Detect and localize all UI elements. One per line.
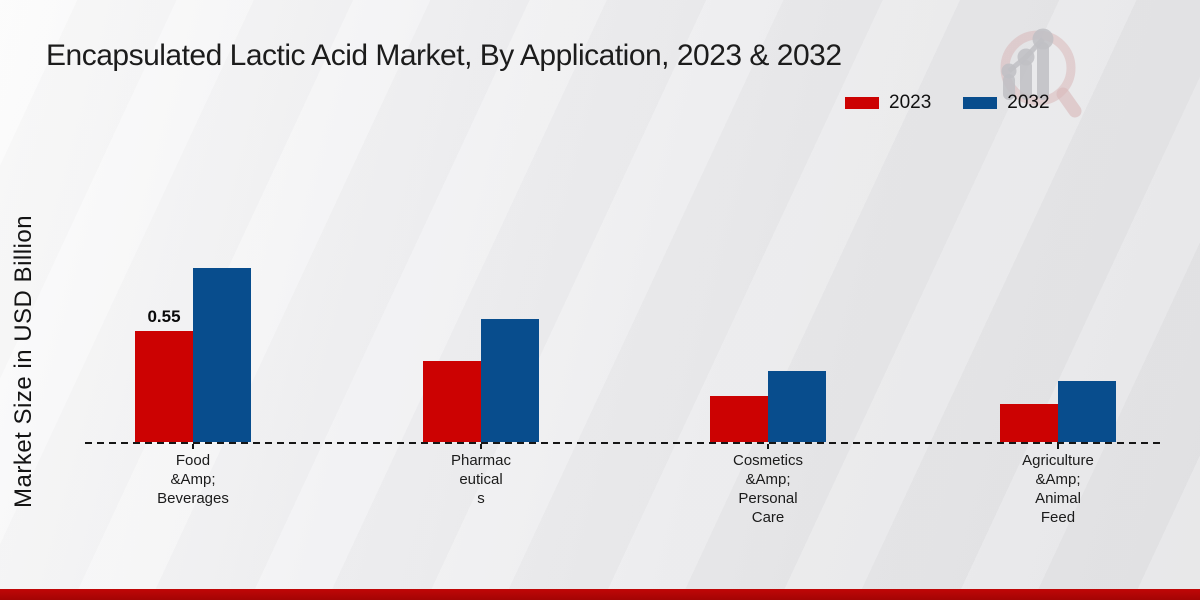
magnifier-handle-icon — [1056, 87, 1082, 118]
x-axis-baseline — [85, 442, 1165, 444]
legend: 2023 2032 — [845, 92, 1050, 114]
x-axis-tick-2 — [767, 444, 769, 449]
x-axis-tick-3 — [1057, 444, 1059, 449]
legend-label-2032: 2032 — [1007, 92, 1050, 113]
legend-swatch-2032 — [963, 97, 998, 109]
category-label-2: Cosmetics &Amp; Personal Care — [732, 452, 803, 526]
bar-2032-2 — [768, 371, 826, 442]
x-axis-tick-0 — [192, 444, 194, 449]
bar-2023-2 — [710, 396, 768, 442]
growth-bars-icon — [1001, 28, 1054, 100]
legend-label-2023: 2023 — [889, 92, 932, 113]
legend-item-2023: 2023 — [845, 92, 931, 114]
chart-title: Encapsulated Lactic Acid Market, By Appl… — [46, 39, 842, 72]
bar-2032-3 — [1058, 381, 1116, 442]
bar-value-label: 0.55 — [147, 307, 181, 326]
bar-2023-0 — [135, 331, 193, 442]
category-label-0: Food &Amp; Beverages — [157, 452, 229, 507]
bar-2032-0 — [193, 268, 251, 442]
category-label-1: Pharmac eutical s — [450, 452, 512, 507]
footer-red-stripe — [0, 589, 1200, 600]
magnifying-glass-growth-bars-logo — [1000, 28, 1082, 118]
bar-2032-1 — [481, 319, 539, 442]
legend-item-2032: 2032 — [963, 92, 1050, 114]
category-label-3: Agriculture &Amp; Animal Feed — [1022, 452, 1094, 526]
legend-swatch-2023 — [845, 97, 879, 109]
x-axis-tick-1 — [480, 444, 482, 449]
bar-2023-1 — [423, 361, 481, 442]
bar-2023-3 — [1000, 404, 1058, 442]
